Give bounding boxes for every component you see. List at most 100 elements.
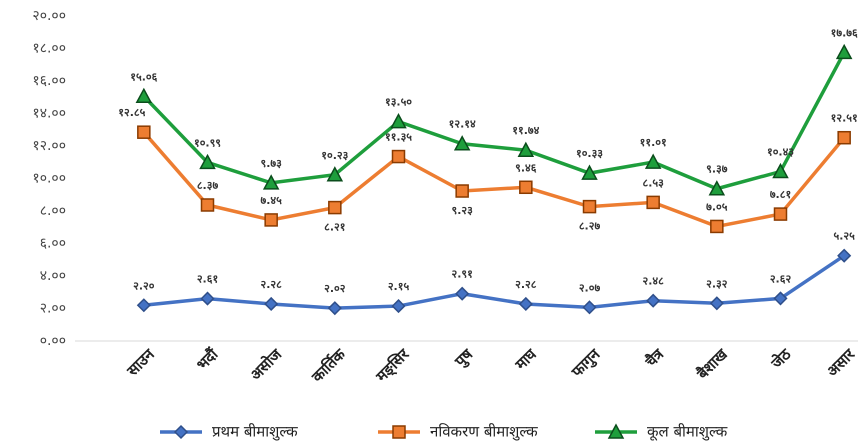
y-tick-label: १४.००	[32, 106, 66, 122]
data-label: ९.७३	[260, 157, 282, 170]
data-label: २.३२	[706, 277, 728, 290]
data-label: ८.२१	[324, 221, 345, 234]
data-label: १०.२३	[321, 149, 348, 162]
data-label: १२.१४	[449, 118, 476, 131]
marker	[262, 174, 280, 190]
data-label: १०.४३	[767, 146, 794, 159]
marker	[391, 149, 406, 164]
marker	[646, 293, 661, 308]
marker	[326, 166, 344, 182]
marker	[264, 296, 279, 312]
data-label: ८.३७	[197, 179, 219, 192]
data-label: ७.८१	[770, 188, 791, 201]
y-tick-label: २.००	[40, 301, 66, 317]
data-label: ८.५३	[642, 176, 664, 189]
marker	[455, 286, 470, 301]
marker	[710, 219, 724, 234]
legend-label: प्रथम बीमाशुल्क	[212, 423, 298, 442]
x-tick-label: साउन	[123, 345, 159, 381]
marker	[328, 200, 342, 215]
y-tick-label: ८.००	[40, 203, 66, 219]
data-label: १७.७६	[831, 26, 858, 39]
marker	[607, 423, 625, 439]
data-label: १०.९९	[194, 136, 221, 149]
marker	[837, 248, 852, 263]
marker	[708, 180, 726, 196]
data-label: ९.४६	[515, 161, 537, 174]
y-tick-label: १६.००	[32, 73, 66, 89]
series-line	[142, 131, 846, 229]
marker	[200, 291, 215, 306]
y-tick-label: ६.००	[40, 236, 66, 252]
marker	[135, 87, 153, 104]
data-label: ७.०५	[706, 200, 728, 213]
legend-label: नविकरण बीमाशुल्क	[430, 423, 538, 442]
marker	[173, 424, 189, 440]
y-tick-label: १०.००	[32, 171, 66, 187]
data-label: १०.३३	[576, 147, 603, 160]
data-label: २.२८	[515, 278, 537, 291]
marker	[199, 153, 216, 170]
y-tick-label: २०.००	[32, 8, 66, 24]
marker	[264, 213, 278, 227]
x-tick-label: कार्तिक	[308, 344, 350, 386]
marker	[200, 198, 215, 212]
data-label: १२.८५	[118, 106, 145, 119]
x-tick-label: चैत्र	[641, 345, 668, 372]
marker	[581, 164, 598, 180]
x-tick-label: असोज	[247, 345, 286, 384]
data-label: ११.७४	[512, 124, 539, 137]
marker	[391, 299, 406, 314]
data-label: ९.३७	[706, 163, 728, 176]
data-label: १५.०६	[130, 70, 157, 83]
data-label: १२.५१	[831, 112, 858, 125]
legend-label: कूल बीमाशुल्क	[647, 423, 728, 442]
data-label: ८.२७	[579, 220, 601, 233]
y-tick-label: १८.००	[32, 41, 66, 57]
marker	[709, 296, 724, 311]
x-tick-label: पुष	[451, 344, 478, 371]
data-label: १३.५०	[385, 96, 412, 109]
data-label: २.०२	[324, 282, 346, 295]
x-tick-label: फागुन	[567, 345, 604, 382]
data-label: २.६२	[770, 272, 792, 285]
marker	[773, 207, 788, 221]
data-label: २.२०	[133, 279, 155, 292]
data-label: २.४८	[642, 275, 664, 288]
data-label: २.१५	[388, 280, 410, 293]
x-tick-label: बैशाख	[693, 345, 732, 384]
marker	[773, 291, 788, 306]
data-label: ७.४५	[260, 194, 282, 207]
data-label: २.९१	[451, 268, 472, 281]
marker	[518, 296, 533, 312]
marker	[582, 199, 597, 214]
data-label: २.२८	[260, 278, 282, 291]
marker	[644, 153, 662, 169]
series-line	[142, 51, 846, 191]
marker	[453, 135, 471, 151]
marker	[519, 180, 533, 195]
x-tick-label: भदौं	[193, 345, 222, 374]
marker	[646, 195, 660, 210]
data-label: ५.२५	[833, 230, 855, 243]
data-label: ११.०१	[640, 136, 667, 149]
marker	[136, 298, 151, 313]
marker	[327, 301, 342, 316]
marker	[455, 184, 469, 198]
data-label: २.६१	[197, 273, 218, 286]
marker	[837, 130, 851, 145]
x-tick-label: असार	[823, 345, 859, 381]
x-tick-label: जेठ	[767, 344, 795, 372]
y-tick-label: ४.००	[40, 268, 66, 284]
marker	[772, 162, 789, 179]
y-tick-label: १२.००	[32, 138, 66, 154]
y-tick-label: ०.००	[40, 333, 66, 349]
marker	[835, 43, 853, 60]
x-tick-label: माघ	[511, 344, 541, 374]
marker	[392, 425, 406, 439]
data-label: ९.२३	[451, 204, 473, 217]
data-label: ११.३५	[385, 131, 412, 144]
marker	[517, 141, 535, 157]
marker	[582, 300, 597, 315]
